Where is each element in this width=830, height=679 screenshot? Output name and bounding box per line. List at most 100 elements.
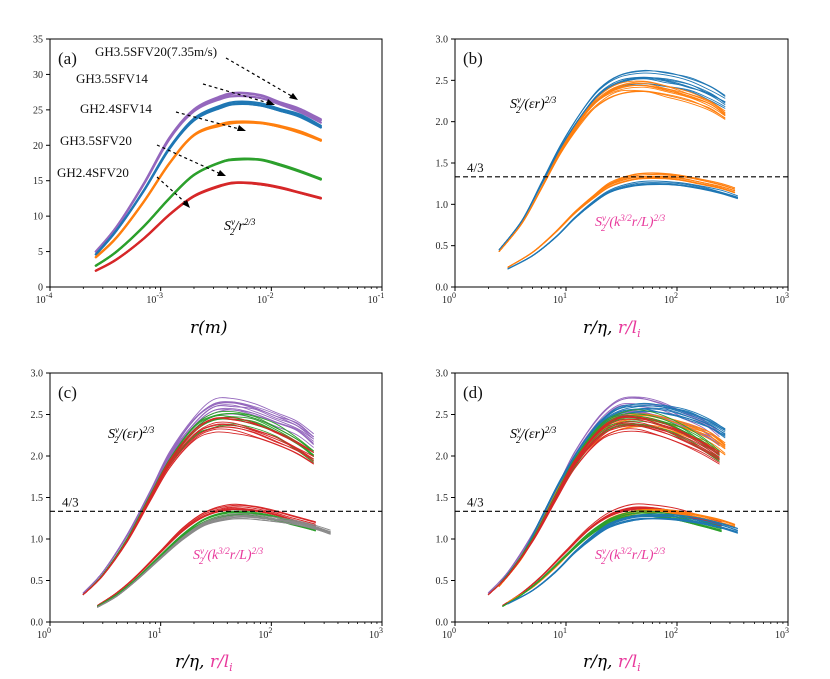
upper-green-line (487, 416, 720, 596)
panel-d-label: (d) (463, 383, 483, 402)
upper-red-line (82, 424, 314, 596)
x-tick-label: 102 (664, 626, 678, 641)
panel-d-series: 4/3 (455, 396, 788, 607)
series-purple-line (94, 91, 322, 253)
upper-red-line (82, 426, 314, 596)
upper-purple-line (82, 401, 314, 594)
upper-red-line (487, 418, 720, 596)
arrow-gh35sfv20-735 (225, 57, 296, 99)
upper-red-line (82, 417, 314, 596)
y-tick-label: 30 (33, 70, 43, 81)
x-tick-label: 10-3 (146, 291, 163, 306)
y-tick-label: 1.5 (436, 159, 449, 170)
series-green-line (94, 157, 322, 267)
panel-b-series: 4/3 (455, 69, 788, 270)
hline-label: 4/3 (467, 160, 484, 175)
y-tick-label: 2.5 (436, 410, 449, 421)
upper-red-line (487, 421, 720, 596)
y-tick-label: 3.0 (436, 35, 449, 46)
arrowhead (266, 99, 275, 105)
annotation-gh35sfv20-735: GH3.5SFV20(7.35m/s) (95, 44, 217, 59)
y-tick-label: 3.0 (31, 369, 44, 380)
y-tick-label: 1.5 (436, 493, 449, 504)
y-tick-label: 0.5 (436, 241, 449, 252)
annotation-gh35sfv20: GH3.5SFV20 (60, 133, 132, 148)
x-tick-label: 101 (553, 626, 567, 641)
lower-blue-line (507, 183, 738, 270)
lower-blue-line (507, 183, 738, 270)
lower-blue-line (507, 514, 738, 605)
lower-blue-line (507, 183, 738, 270)
panel-c-series: 4/3 (50, 397, 382, 608)
panel-c-xlabel: r/η, r/li (175, 652, 233, 674)
hline-label: 4/3 (62, 494, 79, 509)
series-red-line (94, 181, 322, 272)
y-tick-label: 15 (33, 176, 43, 187)
upper-orange-line (498, 80, 726, 252)
upper-red-line (487, 416, 720, 596)
y-tick-label: 2.0 (31, 452, 44, 463)
x-tick-label: 102 (664, 291, 678, 306)
series-blue-line (94, 102, 322, 256)
panel-a-frame (49, 38, 383, 288)
panel-b-lower-label: Sv 2/(k3/2r/L)2/3 (595, 213, 666, 233)
upper-blue-line (498, 405, 726, 586)
lower-blue-line (507, 513, 738, 605)
upper-green-line (487, 414, 720, 596)
arrowhead (182, 200, 190, 208)
panel-d-xlabel: r/η, r/li (583, 652, 641, 674)
lower-blue-line (507, 184, 738, 270)
upper-green-line (487, 422, 720, 596)
upper-red-line (487, 415, 720, 596)
upper-orange-line (498, 90, 726, 252)
series-purple-line (94, 94, 322, 253)
series-purple-line (94, 92, 322, 253)
y-tick-label: 0.0 (31, 618, 44, 629)
upper-red-line (487, 424, 720, 596)
arrow-gh24sfv20 (156, 176, 189, 206)
lower-blue-line (507, 517, 738, 605)
panel-d-upper-label: Sv 2/(εr)2/3 (510, 425, 557, 445)
upper-red-line (487, 422, 720, 596)
lower-blue-line (507, 183, 738, 270)
panel-a-annotations (156, 57, 296, 206)
upper-green-line (487, 423, 720, 596)
panel-d-lower-label: Sv 2/(k3/2r/L)2/3 (595, 546, 666, 566)
x-tick-label: 10-1 (368, 291, 385, 306)
lower-red-line (97, 508, 316, 606)
upper-red-line (82, 431, 314, 596)
upper-green-line (82, 424, 314, 596)
panel-c-label: (c) (58, 383, 77, 402)
panel-b-xlabel: r/η, r/li (583, 318, 641, 340)
panel-b-upper-label: Sv 2/(εr)2/3 (510, 95, 557, 115)
arrowhead (217, 170, 226, 176)
y-tick-label: 0.5 (436, 576, 449, 587)
upper-green-line (487, 425, 720, 596)
annotation-gh35sfv14: GH3.5SFV14 (76, 71, 148, 86)
lower-blue-line (507, 183, 738, 270)
y-tick-label: 1.0 (31, 535, 44, 546)
x-tick-label: 103 (775, 291, 789, 306)
y-tick-label: 10 (33, 212, 43, 223)
arrowhead (289, 93, 298, 100)
y-tick-label: 2.5 (436, 76, 449, 87)
upper-red-line (82, 423, 314, 596)
lower-orange-line (507, 176, 736, 268)
series-red-line (94, 181, 322, 272)
upper-green-line (487, 416, 720, 596)
x-tick-label: 103 (369, 626, 383, 641)
upper-purple-line (82, 407, 314, 594)
lower-blue-line (507, 513, 738, 605)
y-tick-label: 2.5 (31, 410, 44, 421)
y-tick-label: 2.0 (436, 117, 449, 128)
x-tick-label: 103 (775, 626, 789, 641)
series-blue-line (94, 100, 322, 256)
y-tick-label: 3.0 (436, 369, 449, 380)
annotation-gh24sfv14: GH2.4SFV14 (80, 101, 152, 116)
lower-gray-line (97, 518, 331, 608)
